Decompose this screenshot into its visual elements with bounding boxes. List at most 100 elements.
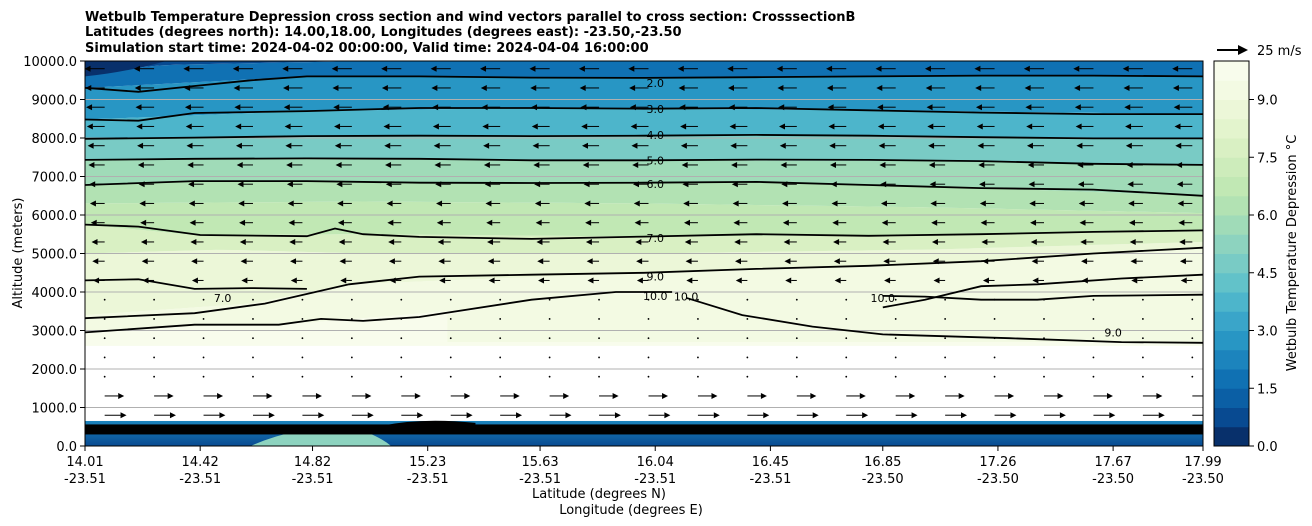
wind-vector-head [234, 104, 241, 111]
wind-vector-head [925, 84, 932, 91]
wind-vector-head [778, 123, 785, 130]
wind-vector [400, 318, 403, 320]
wind-vector [350, 337, 353, 340]
wind-vector [894, 356, 897, 359]
wind-vector-head [190, 238, 197, 245]
wind-vector-head [1130, 258, 1137, 265]
colorbar-segment [1214, 61, 1249, 81]
wind-vector-head [483, 161, 490, 168]
colorbar-segment [1214, 272, 1249, 293]
chart-title: Wetbulb Temperature Depression cross sec… [85, 10, 855, 56]
wind-vector-head [974, 65, 981, 72]
wind-vector-head [926, 104, 933, 111]
wind-vector-head [1031, 258, 1038, 265]
wind-vector-head [191, 277, 198, 284]
wind-vector-head [584, 200, 591, 207]
wind-vector [746, 337, 749, 340]
colorbar-segment [1214, 369, 1249, 389]
colorbar-segment [1214, 311, 1249, 331]
wind-vector-head [93, 277, 100, 284]
wind-vector [153, 318, 156, 320]
wind-vector-head [1172, 65, 1179, 72]
wind-vector-head [1156, 392, 1163, 399]
colorbar-segment [1214, 349, 1249, 370]
wind-vector-head [933, 277, 940, 284]
wind-vector-head [436, 200, 443, 207]
wind-vector-head [533, 161, 540, 168]
wind-vector-head [464, 392, 471, 399]
contour-label: 9.0 [646, 271, 664, 284]
wind-vector-head [713, 412, 720, 419]
wind-vector [1092, 318, 1095, 320]
wind-vector-head [382, 104, 389, 111]
wind-vector-head [1030, 238, 1037, 245]
wind-vector [598, 375, 600, 378]
wind-vector-head [1125, 142, 1132, 149]
wind-vector-head [931, 238, 938, 245]
contour-lines: 2.0 3.0 4.0 5.0 6.0 7.0 7.0 9.0 10.0 10.0 10.0 9.0 [85, 74, 1203, 344]
wind-vector-head [134, 84, 141, 91]
wind-vector-head [89, 181, 96, 188]
wind-vector-head [532, 142, 539, 149]
x-tick-label-latitude: 15.23 [409, 455, 446, 470]
wind-vector [1043, 298, 1045, 301]
wind-vector [103, 356, 106, 359]
wind-vector-head [882, 238, 889, 245]
x-tick-label-longitude: -23.51 [64, 472, 106, 487]
wind-vector-head [614, 412, 621, 419]
wind-vector-head [488, 277, 495, 284]
wind-vector-head [782, 219, 789, 226]
wind-vector-head [728, 104, 735, 111]
wind-vector-head [335, 161, 342, 168]
wind-vector [894, 375, 897, 378]
wind-vector-head [1010, 412, 1017, 419]
wind-vector-head [530, 84, 537, 91]
contour-label: 4.0 [646, 129, 664, 142]
wind-vector-head [633, 181, 640, 188]
wind-vector [449, 298, 452, 301]
x-tick-label-latitude: 15.63 [521, 455, 558, 470]
wind-vector [350, 375, 353, 378]
x-tick-label-latitude: 17.26 [979, 455, 1016, 470]
wind-vector [944, 298, 947, 301]
wind-vector-head [337, 219, 344, 226]
wind-vector-head [432, 104, 439, 111]
wind-vector-head [537, 258, 544, 265]
wind-vector [449, 318, 452, 320]
wind-vector [449, 375, 452, 378]
wind-vector-head [1079, 219, 1086, 226]
wind-vector [598, 356, 600, 359]
colorbar-segment [1214, 388, 1249, 408]
wind-vector-head [1059, 412, 1066, 419]
wind-vector-head [583, 181, 590, 188]
y-tick-label: 1000.0 [32, 402, 78, 417]
wind-vector-head [1077, 181, 1084, 188]
contour-line [882, 273, 1203, 309]
contour-line [85, 246, 1203, 320]
wind-key: 25 m/s [1217, 44, 1302, 59]
wind-vector-head [1129, 238, 1136, 245]
wind-vector-head [629, 84, 636, 91]
wind-vector [746, 375, 749, 378]
wind-vector [400, 356, 403, 359]
wind-vector-head [682, 181, 689, 188]
wind-vector-head [586, 258, 593, 265]
y-tick-label: 0.0 [56, 440, 77, 455]
wind-vector-head [186, 142, 193, 149]
wind-vector-head [679, 104, 686, 111]
wind-vector-head [439, 277, 446, 284]
wind-vector-head [191, 258, 198, 265]
y-tick-label: 3000.0 [32, 325, 78, 340]
wind-vector [993, 356, 996, 359]
wind-vector [598, 337, 600, 340]
wind-vector-head [585, 219, 592, 226]
wind-vector [1191, 298, 1194, 301]
wind-vector-head [141, 258, 148, 265]
wind-vector-head [664, 412, 671, 419]
wind-vector-head [680, 142, 687, 149]
wind-vector [301, 337, 304, 340]
wind-vector [647, 318, 650, 320]
wind-vector-head [826, 84, 833, 91]
wind-vector-head [731, 161, 738, 168]
color-band [85, 241, 1203, 316]
